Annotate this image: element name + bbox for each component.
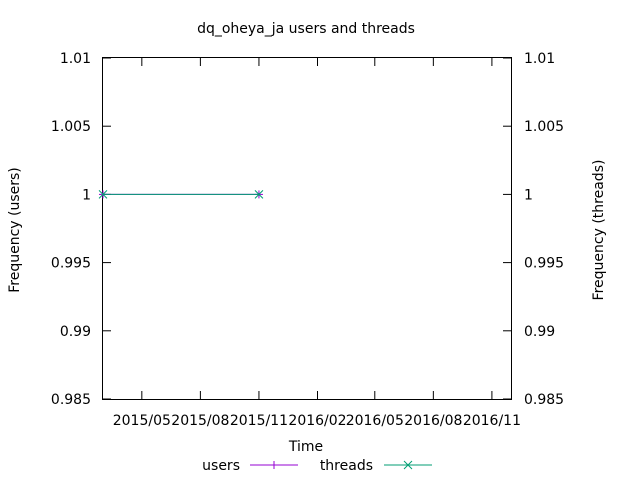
x-tick-label: 2016/08 — [404, 413, 462, 429]
y-tick-label-right: 1.005 — [524, 119, 564, 135]
y-tick-label-right: 1.01 — [524, 51, 555, 67]
x-tick-label: 2015/08 — [171, 413, 229, 429]
y-tick-label-left: 1.005 — [51, 119, 91, 135]
y-axis-label-left: Frequency (users) — [7, 167, 23, 293]
x-tick-label: 2016/02 — [288, 413, 346, 429]
x-axis-label: Time — [288, 439, 323, 455]
data-point-threads — [98, 190, 108, 199]
data-point-threads — [254, 190, 264, 199]
chart-title: dq_oheya_ja users and threads — [197, 21, 415, 37]
left-y-axis: 0.985 0.99 0.995 1 1.005 1.01 — [51, 51, 111, 408]
y-tick-label-left: 0.99 — [60, 324, 91, 340]
series-layer — [98, 190, 264, 199]
x-tick-label: 2015/05 — [113, 413, 171, 429]
legend-point-users — [270, 461, 278, 469]
plot-frame — [102, 57, 512, 400]
legend-label-threads: threads — [320, 458, 373, 474]
legend: users threads — [202, 458, 432, 474]
y-tick-label-right: 1 — [524, 187, 533, 203]
y-tick-label-left: 0.995 — [51, 256, 91, 272]
y-tick-label-right: 0.995 — [524, 256, 564, 272]
y-tick-label-right: 0.985 — [524, 392, 564, 408]
y-tick-label-right: 0.99 — [524, 324, 555, 340]
legend-point-threads — [403, 460, 413, 470]
y-axis-label-right: Frequency (threads) — [591, 160, 607, 301]
x-axis: 2015/05 2015/08 2015/11 2016/02 2016/05 2016/… — [113, 58, 521, 429]
legend-label-users: users — [202, 458, 240, 474]
y-tick-label-left: 1.01 — [60, 51, 91, 67]
x-tick-label: 2015/11 — [230, 413, 288, 429]
y-tick-label-left: 0.985 — [51, 392, 91, 408]
x-tick-label: 2016/05 — [346, 413, 404, 429]
x-tick-label: 2016/11 — [463, 413, 521, 429]
y-tick-label-left: 1 — [82, 187, 91, 203]
legend-marker-threads — [403, 460, 413, 470]
right-y-axis: 0.985 0.99 0.995 1 1.005 1.01 — [503, 51, 564, 408]
legend-marker-users — [270, 461, 278, 469]
